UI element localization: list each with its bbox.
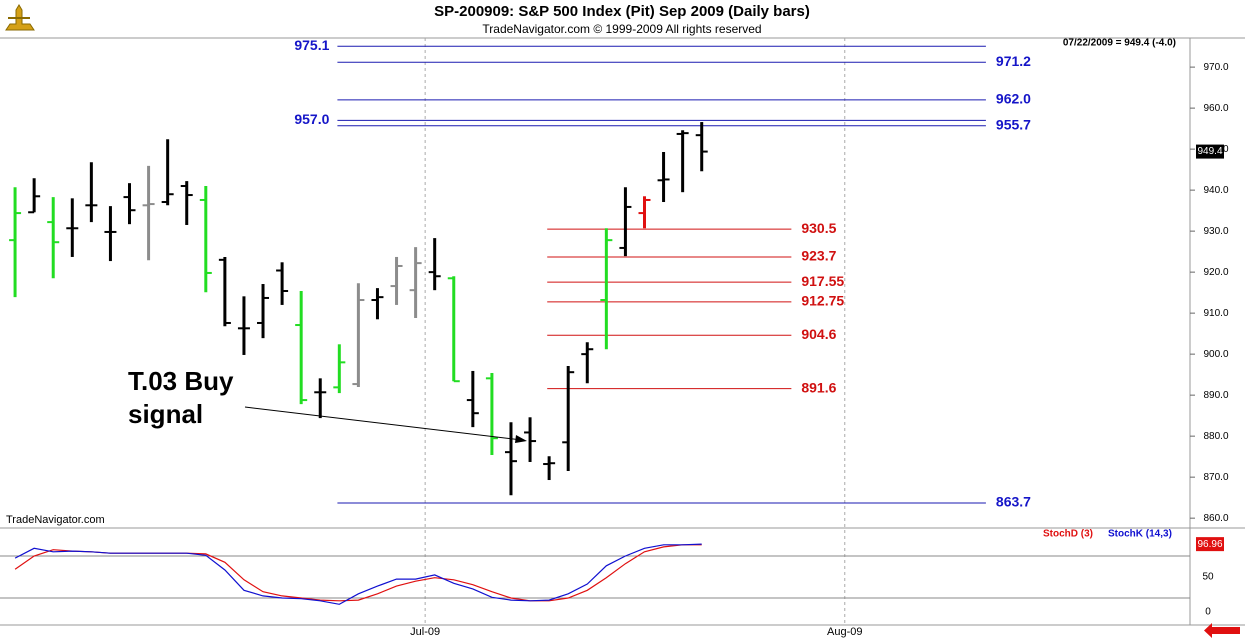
- level-label: 891.6: [801, 379, 836, 395]
- last-price-info: 07/22/2009 = 949.4 (-4.0): [1063, 38, 1176, 49]
- level-label: 912.75: [801, 293, 844, 309]
- level-label: 955.7: [996, 116, 1031, 132]
- level-label: 975.1: [294, 37, 329, 53]
- last-price-label: 949.4: [1197, 146, 1222, 157]
- y-tick-label: 910.0: [1203, 308, 1228, 319]
- y-tick-label: 960.0: [1203, 103, 1228, 114]
- x-tick-label: Aug-09: [827, 626, 862, 638]
- annotation: signal: [128, 399, 203, 429]
- last-value-label: 96.96: [1197, 539, 1222, 550]
- last-price-box: [1196, 144, 1224, 159]
- y-tick-label: 920.0: [1203, 267, 1228, 278]
- y-tick-label: 860.0: [1203, 513, 1228, 524]
- level-label: 923.7: [801, 248, 836, 264]
- y-tick-label: 940.0: [1203, 185, 1228, 196]
- y-tick-label: 0: [1205, 607, 1211, 618]
- y-tick-label: 890.0: [1203, 390, 1228, 401]
- legend-entry: StochK (14,3): [1108, 529, 1172, 540]
- y-tick-label: 930.0: [1203, 226, 1228, 237]
- y-tick-label: 970.0: [1203, 62, 1228, 73]
- level-label: 863.7: [996, 494, 1031, 510]
- last-value-box: [1196, 537, 1224, 552]
- y-tick-label: 50: [1202, 572, 1214, 583]
- legend-entry: StochD (3): [1043, 529, 1093, 540]
- chart-title: SP-200909: S&P 500 Index (Pit) Sep 2009 …: [434, 3, 810, 20]
- annotation: T.03 Buy: [128, 366, 234, 396]
- y-tick-label: 900.0: [1203, 349, 1228, 360]
- x-tick-label: Jul-09: [410, 626, 440, 638]
- stoch-line: [14, 543, 702, 605]
- annotation-arrow: [244, 406, 523, 441]
- logo: [5, 4, 35, 31]
- level-label: 971.2: [996, 53, 1031, 69]
- level-label: 917.55: [801, 273, 844, 289]
- level-label: 962.0: [996, 91, 1031, 107]
- source-label: TradeNavigator.com: [6, 514, 105, 526]
- y-tick-label: 870.0: [1203, 472, 1228, 483]
- chart-subtitle: TradeNavigator.com © 1999-2009 All right…: [482, 22, 761, 36]
- level-label: 957.0: [294, 111, 329, 127]
- scroll-arrow[interactable]: [1204, 623, 1240, 638]
- level-label: 904.6: [801, 326, 836, 342]
- level-label: 930.5: [801, 220, 836, 236]
- y-tick-label: 880.0: [1203, 431, 1228, 442]
- annotation-arrowhead: [515, 435, 527, 443]
